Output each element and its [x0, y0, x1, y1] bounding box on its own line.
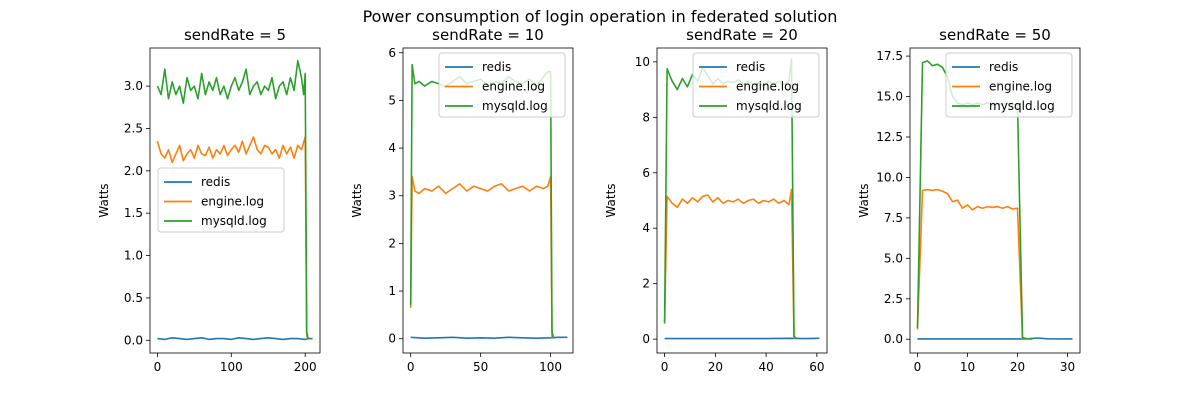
y-tick-label: 0: [388, 332, 396, 346]
y-tick-label: 0.0: [124, 333, 143, 347]
y-tick-label: 1: [388, 284, 396, 298]
subplot-title: sendRate = 10: [432, 26, 544, 44]
x-tick-label: 0: [914, 360, 922, 374]
y-tick-label: 0.0: [884, 332, 903, 346]
legend-box: [438, 52, 566, 118]
plot-frame: [909, 47, 1081, 354]
subplot-title: sendRate = 5: [184, 26, 286, 44]
x-tick-label: 20: [708, 360, 723, 374]
y-tick-label: 8: [642, 110, 650, 124]
y-tick-label: 0.5: [124, 291, 143, 305]
y-axis-label: Watts: [857, 183, 871, 217]
x-tick-label: 30: [1060, 360, 1075, 374]
y-tick-label: 6: [642, 166, 650, 180]
y-tick-label: 17.5: [876, 49, 903, 63]
subplot-1: sendRate = 5 Watts 0.0 0.5 1.0 1.5 2.0 2.5 3.0 0 1…: [97, 26, 321, 374]
y-tick-label: 5: [388, 93, 396, 107]
legend-label: redis: [736, 60, 765, 74]
plot-frame: [402, 47, 574, 354]
y-tick-label: 0: [642, 332, 650, 346]
x-tick-label: 0: [154, 360, 162, 374]
x-tick-label: 60: [809, 360, 824, 374]
y-tick-label: 4: [388, 141, 396, 155]
legend-box: [157, 167, 285, 233]
y-tick-label: 10: [635, 55, 650, 69]
x-tick-label: 100: [539, 360, 562, 374]
y-tick-label: 1.5: [124, 206, 143, 220]
subplot-2: sendRate = 10 Watts 0 1 2 3 4 5 6 0 50 100 redis engi…: [350, 26, 574, 374]
y-tick-label: 2: [642, 277, 650, 291]
subplots: sendRate = 5 Watts 0.0 0.5 1.0 1.5 2.0 2.5 3.0 0 1…: [97, 26, 1081, 374]
legend-box: [945, 52, 1073, 118]
y-tick-label: 6: [388, 46, 396, 60]
plot-frame: [656, 47, 828, 354]
y-tick-label: 1.0: [124, 249, 143, 263]
series-line-redis: [917, 337, 1073, 340]
subplot-title: sendRate = 20: [686, 26, 798, 44]
y-axis-label: Watts: [350, 183, 364, 217]
x-tick-label: 10: [960, 360, 975, 374]
legend: redis engine.log mysqld.log: [945, 52, 1073, 118]
y-tick-label: 3: [388, 189, 396, 203]
subplot-4: sendRate = 50 Watts 0.0 2.5 5.0 7.5 10.0 12.5 15…: [857, 26, 1081, 374]
y-axis-label: Watts: [97, 183, 111, 217]
series-line-redis: [410, 336, 568, 340]
legend-label: mysqld.log: [989, 99, 1055, 113]
series-line-engine-log: [156, 136, 309, 340]
subplot-3: sendRate = 20 Watts 0 2 4 6 8 10 0 20 40 60 redis eng…: [604, 26, 828, 374]
series-line-redis: [157, 336, 313, 341]
y-tick-label: 3.0: [124, 79, 143, 93]
x-tick-label: 20: [1010, 360, 1025, 374]
legend-label: mysqld.log: [736, 99, 802, 113]
y-tick-label: 2.5: [884, 292, 903, 306]
legend-label: redis: [482, 60, 511, 74]
legend-label: engine.log: [736, 80, 799, 94]
legend-label: mysqld.log: [482, 99, 548, 113]
x-tick-label: 0: [407, 360, 415, 374]
x-tick-label: 100: [220, 360, 243, 374]
legend-label: engine.log: [989, 80, 1052, 94]
legend: redis engine.log mysqld.log: [157, 167, 285, 233]
x-tick-label: 40: [758, 360, 773, 374]
y-tick-label: 7.5: [884, 211, 903, 225]
y-tick-label: 12.5: [876, 130, 903, 144]
series-line-engine-log: [663, 188, 795, 339]
y-tick-label: 2.0: [124, 164, 143, 178]
plot-frame: [149, 47, 321, 354]
subplot-title: sendRate = 50: [939, 26, 1051, 44]
y-tick-label: 10.0: [876, 170, 903, 184]
legend: redis engine.log mysqld.log: [438, 52, 566, 118]
legend-box: [692, 52, 820, 118]
legend-label: engine.log: [201, 195, 264, 209]
y-tick-label: 4: [642, 221, 650, 235]
legend-label: redis: [201, 175, 230, 189]
y-tick-label: 5.0: [884, 251, 903, 265]
y-axis-label: Watts: [604, 183, 618, 217]
legend-label: redis: [989, 60, 1018, 74]
y-tick-label: 2: [388, 236, 396, 250]
y-tick-label: 2.5: [124, 121, 143, 135]
series-line-mysqld-log: [156, 59, 309, 339]
series-line-engine-log: [409, 175, 553, 338]
legend-label: mysqld.log: [201, 214, 267, 228]
figure-title: Power consumption of login operation in …: [363, 7, 838, 26]
series-line-engine-log: [916, 188, 1024, 339]
legend: redis engine.log mysqld.log: [692, 52, 820, 118]
x-tick-label: 200: [294, 360, 317, 374]
x-tick-label: 0: [661, 360, 669, 374]
legend-label: engine.log: [482, 80, 545, 94]
x-tick-label: 50: [473, 360, 488, 374]
y-tick-label: 15.0: [876, 90, 903, 104]
